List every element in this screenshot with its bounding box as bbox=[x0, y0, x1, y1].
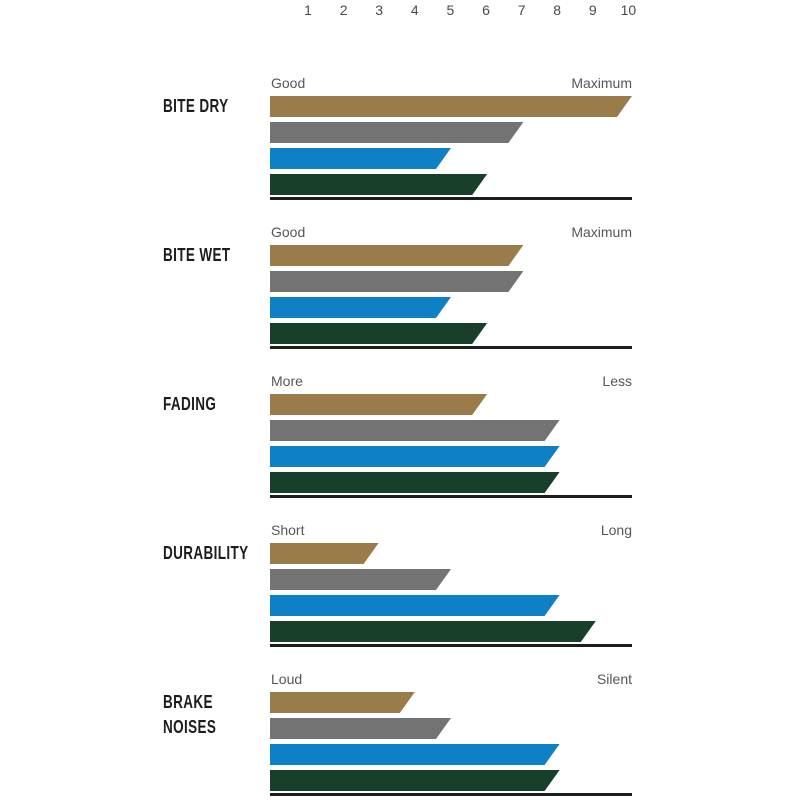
chart-area: More Less bbox=[270, 373, 632, 522]
scale-left-label: More bbox=[271, 373, 303, 389]
scale-left-label: Good bbox=[271, 224, 306, 240]
axis-tick: 1 bbox=[304, 2, 312, 18]
axis-tick: 5 bbox=[446, 2, 455, 18]
scale-axis: 1 2 3 4 5 6 7 8 9 10 bbox=[270, 1, 636, 19]
axis-tick: 10 bbox=[620, 2, 637, 18]
axis-tick: 3 bbox=[375, 2, 384, 18]
bar-blue bbox=[270, 595, 560, 616]
bar-gray bbox=[270, 420, 560, 441]
bar-gray bbox=[270, 718, 451, 739]
axis-tick: 4 bbox=[410, 2, 419, 18]
bar-gold bbox=[270, 543, 379, 564]
axis-tick: 2 bbox=[339, 2, 348, 18]
axis-baseline bbox=[270, 644, 632, 647]
axis-tick: 8 bbox=[553, 2, 562, 18]
chart-area: Short Long bbox=[270, 522, 632, 671]
bar-blue bbox=[270, 446, 560, 467]
category-label: BRAKE NOISES bbox=[163, 692, 217, 737]
scale-right-label: Maximum bbox=[571, 75, 632, 91]
scale-right-label: Silent bbox=[596, 671, 632, 687]
bar-green bbox=[270, 472, 560, 493]
category-label: BITE DRY bbox=[163, 96, 229, 116]
bar-stack bbox=[270, 692, 632, 796]
scale-right-label: Less bbox=[602, 373, 632, 389]
scale-right-label: Maximum bbox=[571, 224, 632, 240]
bar-gold bbox=[270, 692, 415, 713]
category-label: FADING bbox=[163, 394, 217, 414]
chart-area: Loud Silent bbox=[270, 671, 632, 800]
chart-group-fading: FADING More Less bbox=[0, 373, 800, 522]
chart-area: Good Maximum bbox=[270, 224, 632, 373]
bar-stack bbox=[270, 96, 632, 200]
scale-left-label: Good bbox=[271, 75, 306, 91]
bar-green bbox=[270, 621, 596, 642]
bar-stack bbox=[270, 543, 632, 647]
bar-gold bbox=[270, 394, 487, 415]
chart-group-bite-wet: BITE WET Good Maximum bbox=[0, 224, 800, 373]
scale-left-label: Loud bbox=[271, 671, 303, 687]
axis-baseline bbox=[270, 793, 632, 796]
bar-gray bbox=[270, 122, 523, 143]
scale-left-label: Short bbox=[271, 522, 305, 538]
bar-gold bbox=[270, 96, 632, 117]
bar-blue bbox=[270, 297, 451, 318]
axis-tick: 9 bbox=[588, 2, 597, 18]
bar-gold bbox=[270, 245, 523, 266]
bar-green bbox=[270, 174, 487, 195]
bar-green bbox=[270, 770, 560, 791]
scale-right-label: Long bbox=[600, 522, 632, 538]
bar-stack bbox=[270, 245, 632, 349]
bar-blue bbox=[270, 744, 560, 765]
bar-green bbox=[270, 323, 487, 344]
bar-blue bbox=[270, 148, 451, 169]
chart-group-durability: DURABILITY Short Long bbox=[0, 522, 800, 671]
chart-group-brake-noises: BRAKE NOISES Loud Silent bbox=[0, 671, 800, 800]
axis-baseline bbox=[270, 197, 632, 200]
axis-tick: 6 bbox=[482, 2, 490, 18]
axis-baseline bbox=[270, 495, 632, 498]
category-label: BITE WET bbox=[163, 245, 231, 265]
axis-baseline bbox=[270, 346, 632, 349]
bar-stack bbox=[270, 394, 632, 498]
bar-gray bbox=[270, 271, 523, 292]
chart-group-bite-dry: BITE DRY Good Maximum bbox=[0, 75, 800, 224]
axis-tick: 7 bbox=[517, 2, 526, 18]
chart-area: Good Maximum bbox=[270, 75, 632, 224]
bar-gray bbox=[270, 569, 451, 590]
category-label: DURABILITY bbox=[163, 543, 249, 563]
